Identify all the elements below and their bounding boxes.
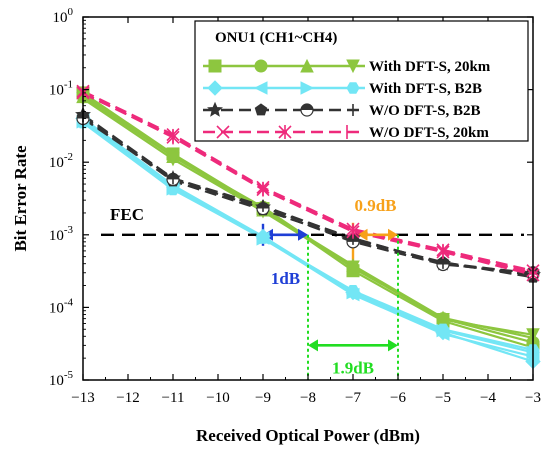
legend-entry: W/O DFT-S, 20km	[203, 125, 489, 141]
plus-marker	[257, 199, 269, 212]
star-marker	[207, 101, 223, 117]
gap-b2b-label: 1dB	[271, 269, 300, 288]
half-circle-marker-fill	[301, 104, 313, 110]
triangle-left-marker	[253, 81, 268, 95]
legend-entry-label: W/O DFT-S, B2B	[369, 103, 481, 119]
y-tick-label: 10-3	[49, 224, 74, 244]
triangle-down-marker	[166, 152, 180, 167]
gap-dft-arrow-head-right	[388, 228, 398, 241]
y-tick-label: 100	[53, 6, 74, 26]
triangle-down-marker	[346, 260, 360, 275]
triangle-up-marker	[300, 58, 314, 73]
axes-layer: −13 −12 −11 −10 −9 −8 −7 −6 −5 −4 −3 10-5 10-4 10-3 10…	[49, 6, 541, 406]
y-tick-label: 10-2	[49, 151, 73, 171]
gap-dft-label: 0.9dB	[354, 196, 396, 215]
series-line-14	[82, 92, 534, 274]
x-tick-label: −12	[116, 390, 139, 406]
y-axis-title: Bit Error Rate	[11, 145, 30, 252]
y-tick-label: 10-4	[49, 296, 74, 316]
series-line-12	[82, 90, 534, 272]
legend: ONU1 (CH1~CH4) With DFT-S, 20km With DFT-S…	[194, 20, 529, 142]
legend-entry: W/O DFT-S, B2B	[203, 101, 481, 119]
plus-marker	[347, 104, 359, 116]
y-tick-label: 10-5	[49, 369, 74, 389]
x-tick-label: −10	[206, 390, 229, 406]
legend-entry: With DFT-S, 20km	[203, 58, 491, 75]
y-tick-label: 10-1	[49, 79, 73, 99]
pentagon-marker	[254, 103, 268, 116]
gap-dft-arrow	[357, 228, 398, 241]
legend-entry: With DFT-S, B2B	[203, 80, 482, 97]
x-tick-label: −4	[480, 390, 496, 406]
x-tick-label: −13	[71, 390, 94, 406]
gap-total-label: 1.9dB	[332, 358, 374, 377]
series-line-11	[82, 115, 534, 275]
legend-entry-label: With DFT-S, B2B	[369, 81, 482, 97]
annotation-layer: FEC 1dB 0.9dB 1.9dB	[101, 196, 524, 380]
x-tick-label: −11	[162, 390, 185, 406]
legend-entry-label: W/O DFT-S, 20km	[369, 125, 489, 141]
legend-entry-label: With DFT-S, 20km	[369, 59, 491, 75]
triangle-right-marker	[300, 81, 315, 95]
gap-dft-arrow-head-left	[357, 228, 368, 241]
x-marker	[216, 125, 230, 139]
series-line-7	[82, 121, 534, 351]
x-axis-title: Received Optical Power (dBm)	[196, 426, 420, 445]
hexagon-marker	[256, 232, 270, 244]
asterisk-marker	[278, 125, 292, 139]
plus-marker	[167, 172, 179, 185]
diamond-marker	[207, 80, 223, 96]
hexagon-marker	[346, 82, 360, 94]
square-marker	[208, 59, 222, 73]
series-line-3	[82, 97, 534, 336]
hexagon-marker	[346, 285, 360, 297]
x-tick-label: −7	[345, 390, 361, 406]
gap-total-arrow	[308, 339, 398, 352]
x-tick-label: −9	[255, 390, 271, 406]
circle-marker	[254, 59, 268, 73]
gap-total-arrow-head-left	[308, 339, 318, 352]
gap-b2b-arrow-head-right	[298, 228, 308, 241]
triangle-down-marker	[346, 59, 360, 74]
x-tick-label: −3	[525, 390, 541, 406]
fec-label: FEC	[110, 205, 144, 224]
gap-total-arrow-head-right	[388, 339, 398, 352]
x-tick-label: −6	[390, 390, 406, 406]
x-tick-label: −5	[435, 390, 451, 406]
legend-title: ONU1 (CH1~CH4)	[215, 30, 337, 46]
hexagon-marker	[436, 323, 450, 335]
triangle-down-marker	[436, 313, 450, 327]
x-tick-label: −8	[300, 390, 316, 406]
legend-box	[194, 20, 529, 142]
